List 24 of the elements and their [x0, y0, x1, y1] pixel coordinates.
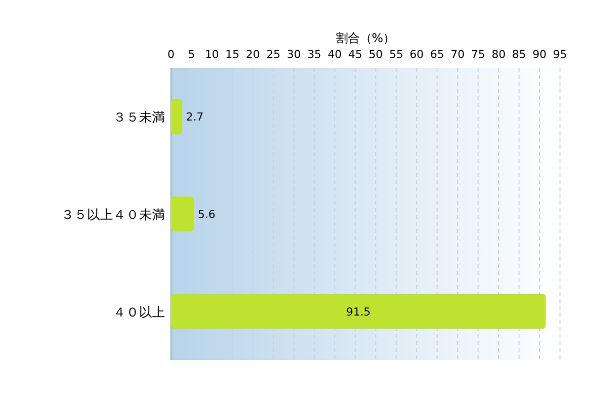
x-tick-label: 60: [410, 48, 424, 61]
x-axis-title: 割合（%）: [336, 31, 396, 45]
x-tick-label: 5: [188, 48, 195, 61]
x-tick-label: 35: [307, 48, 322, 61]
x-tick-label: 75: [471, 48, 486, 61]
x-tick-label: 80: [492, 48, 506, 61]
x-tick-label: 10: [204, 48, 219, 61]
x-tick-label: 25: [266, 48, 280, 61]
x-tick-label: 45: [348, 48, 362, 61]
x-tick-label: 30: [286, 48, 301, 61]
x-tick-label: 95: [553, 48, 567, 61]
y-tick-label: ４０以上: [113, 305, 165, 320]
y-tick-label: ３５未満: [113, 110, 165, 126]
y-tick-label: ３５以上４０未満: [61, 208, 165, 223]
x-tick-label: 65: [430, 48, 444, 61]
x-tick-label: 55: [389, 48, 404, 61]
x-tick-label: 15: [225, 48, 240, 61]
x-tick-label: 40: [328, 48, 342, 61]
x-tick-label: 0: [168, 48, 174, 61]
x-tick-label: 85: [512, 48, 526, 61]
x-tick-label: 20: [246, 48, 260, 61]
x-tick-label: 50: [368, 48, 383, 61]
x-tick-label: 70: [450, 48, 465, 61]
x-tick-label: 90: [532, 48, 547, 61]
